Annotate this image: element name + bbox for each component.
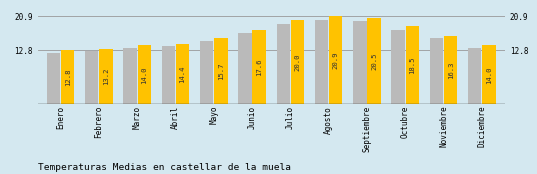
Text: 20.9: 20.9: [333, 52, 339, 69]
Text: 13.2: 13.2: [103, 68, 109, 85]
Text: 20.0: 20.0: [294, 53, 300, 71]
Bar: [277, 24, 290, 104]
Bar: [391, 30, 405, 104]
Bar: [47, 53, 60, 104]
Bar: [252, 30, 266, 104]
Bar: [162, 46, 175, 104]
Text: 14.4: 14.4: [179, 65, 186, 83]
Text: Temperaturas Medias en castellar de la muela: Temperaturas Medias en castellar de la m…: [38, 163, 291, 172]
Text: 14.0: 14.0: [486, 66, 492, 84]
Bar: [61, 50, 74, 104]
Bar: [124, 48, 137, 104]
Bar: [329, 16, 343, 104]
Bar: [137, 45, 151, 104]
Bar: [315, 20, 328, 104]
Bar: [353, 21, 367, 104]
Bar: [200, 41, 213, 104]
Text: 16.3: 16.3: [448, 61, 454, 79]
Text: 20.5: 20.5: [371, 52, 377, 70]
Bar: [444, 36, 458, 104]
Bar: [430, 38, 443, 104]
Bar: [291, 20, 304, 104]
Text: 12.8: 12.8: [64, 69, 71, 86]
Text: 18.5: 18.5: [409, 57, 415, 74]
Bar: [214, 38, 228, 104]
Bar: [367, 18, 381, 104]
Bar: [85, 51, 98, 104]
Bar: [99, 49, 113, 104]
Bar: [468, 48, 481, 104]
Text: 14.0: 14.0: [141, 66, 147, 84]
Text: 17.6: 17.6: [256, 58, 262, 76]
Bar: [482, 45, 496, 104]
Bar: [238, 34, 252, 104]
Text: 15.7: 15.7: [218, 62, 224, 80]
Bar: [176, 44, 189, 104]
Bar: [405, 26, 419, 104]
